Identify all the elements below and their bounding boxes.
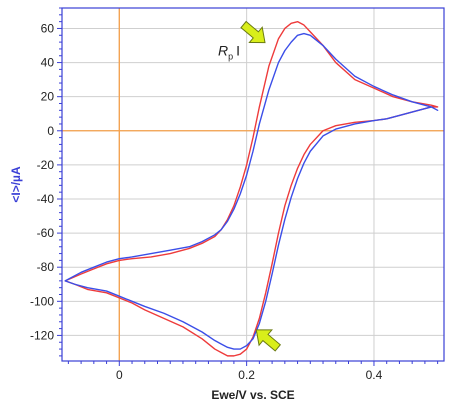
lower-direction-arrow (255, 329, 282, 352)
y-tick-label: 60 (41, 21, 55, 35)
rp-annotation: Rp I (218, 43, 240, 62)
series-line-2 (64, 32, 439, 350)
plot-area (62, 8, 444, 361)
y-tick-label: -40 (37, 192, 55, 206)
y-tick-label: -120 (30, 328, 54, 342)
y-tick-label: 0 (47, 124, 54, 138)
y-tick-label: -60 (37, 226, 55, 240)
y-tick-label: -100 (30, 294, 54, 308)
x-tick-label: 0.4 (366, 368, 383, 382)
x-tick-label: 0 (116, 368, 123, 382)
y-tick-label: 20 (41, 90, 55, 104)
plot-frame (61, 7, 445, 362)
y-tick-label: -80 (37, 260, 55, 274)
x-axis-title: Ewe/V vs. SCE (211, 388, 294, 402)
y-tick-label: -20 (37, 158, 55, 172)
y-axis-title: <I>/µA (9, 166, 23, 203)
upper-direction-arrow (240, 20, 266, 44)
x-tick-label: 0.2 (238, 368, 255, 382)
y-tick-label: 40 (41, 56, 55, 70)
